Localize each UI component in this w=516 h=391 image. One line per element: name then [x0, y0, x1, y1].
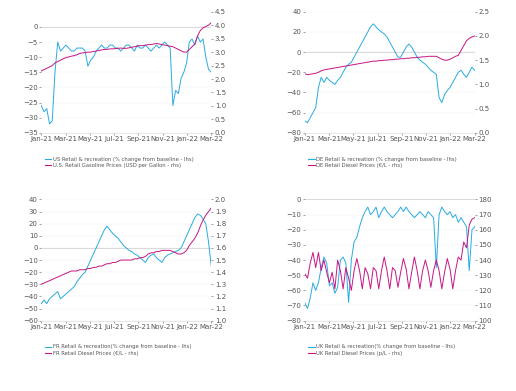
Legend: FR Retail & recreation(% change from baseline - lhs), FR Retail Diesel Prices (€: FR Retail & recreation(% change from bas…	[44, 343, 192, 357]
Legend: UK Retail & recreation(% change from baseline - lhs), UK Retail Diesel Prices (p: UK Retail & recreation(% change from bas…	[308, 343, 457, 357]
Legend: US Retail & recreation (% change from baseline - lhs), U.S. Retail Gasoline Pric: US Retail & recreation (% change from ba…	[44, 156, 195, 169]
Legend: DE Retail & recreation (% change from baseline - lhs), DE Retail Diesel Prices (: DE Retail & recreation (% change from ba…	[308, 156, 458, 169]
